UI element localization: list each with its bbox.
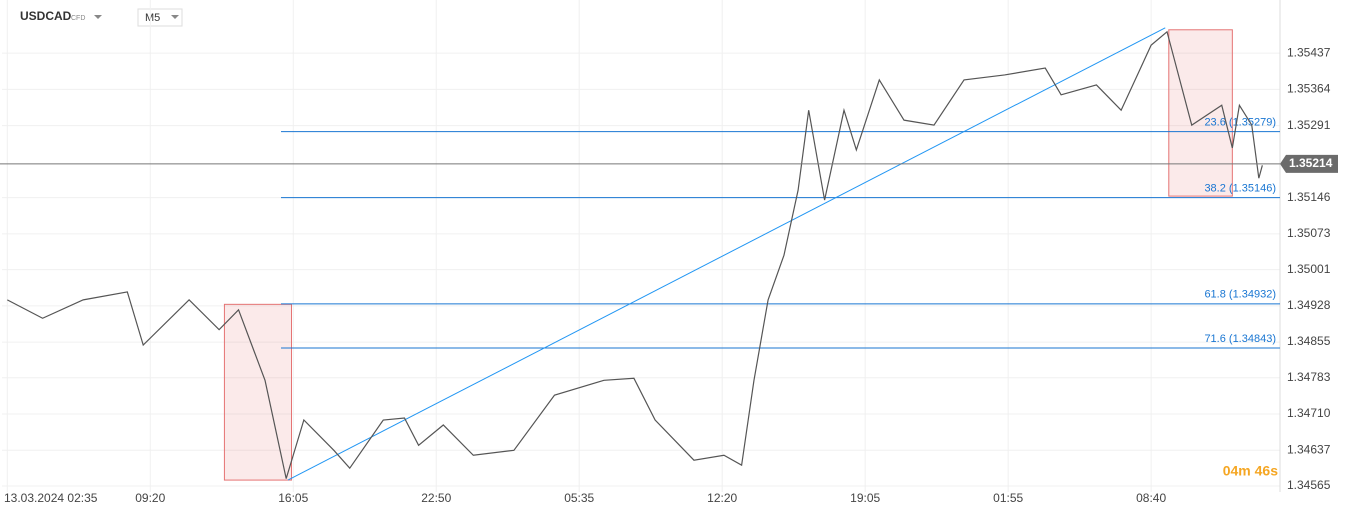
symbol-dropdown[interactable] [94, 15, 102, 19]
instrument-type: CFD [71, 15, 85, 22]
y-tick-label: 1.34928 [1287, 298, 1331, 312]
y-tick-label: 1.34710 [1287, 406, 1331, 420]
symbol[interactable]: USDCAD [20, 9, 72, 23]
fib-label: 23.6 (1.35279) [1204, 116, 1276, 128]
x-tick-label: 09:20 [135, 491, 165, 505]
price-line [7, 30, 1263, 479]
y-tick-label: 1.34855 [1287, 334, 1331, 348]
x-tick-label: 22:50 [421, 491, 451, 505]
trend-line [287, 27, 1166, 481]
x-tick-label: 08:40 [1136, 491, 1166, 505]
fib-label: 61.8 (1.34932) [1204, 289, 1276, 301]
current-price-label: 1.35214 [1289, 156, 1333, 170]
highlight-zone [1168, 29, 1233, 197]
y-tick-label: 1.35073 [1287, 226, 1331, 240]
y-tick-label: 1.35291 [1287, 118, 1331, 132]
fib-label: 71.6 (1.34843) [1204, 333, 1276, 345]
x-tick-label: 01:55 [993, 491, 1023, 505]
timeframe-dropdown[interactable] [171, 15, 179, 19]
x-tick-label: 13.03.2024 02:35 [4, 491, 98, 505]
x-tick-label: 19:05 [850, 491, 880, 505]
y-tick-label: 1.35146 [1287, 190, 1331, 204]
y-tick-label: 1.34637 [1287, 442, 1331, 456]
candle-timer: 04m 46s [1223, 463, 1278, 479]
y-tick-label: 1.35437 [1287, 45, 1331, 59]
current-price-badge [1280, 154, 1338, 173]
y-tick-label: 1.35364 [1287, 82, 1331, 96]
timeframe[interactable]: M5 [145, 12, 160, 24]
timeframe-select[interactable] [137, 8, 183, 27]
x-tick-label: 12:20 [707, 491, 737, 505]
y-tick-label: 1.34783 [1287, 370, 1331, 384]
y-tick-label: 1.34565 [1287, 478, 1331, 492]
fib-label: 38.2 (1.35146) [1204, 183, 1276, 195]
x-tick-label: 16:05 [278, 491, 308, 505]
y-tick-label: 1.35001 [1287, 262, 1331, 276]
x-tick-label: 05:35 [564, 491, 594, 505]
